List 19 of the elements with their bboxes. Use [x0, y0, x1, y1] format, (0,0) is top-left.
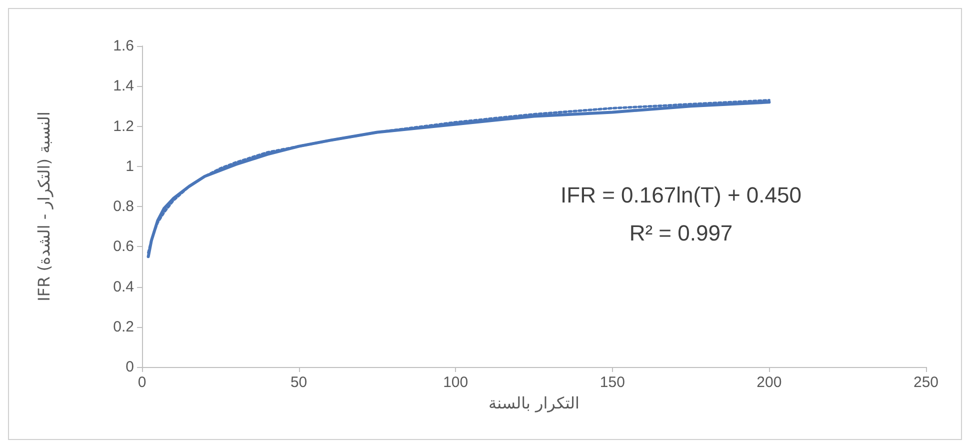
y-tick-label: 1.4 [113, 78, 134, 95]
y-tick-label: 1.2 [113, 118, 134, 135]
annotation: R² = 0.997 [629, 220, 733, 246]
x-tick-label: 250 [913, 374, 939, 391]
y-tick-label: 0.4 [113, 278, 134, 296]
x-axis-title: التكرار بالسنة [488, 393, 580, 412]
x-tick-label: 150 [600, 374, 625, 391]
y-tick-label: 0 [126, 358, 134, 376]
y-tick-label: 1 [126, 158, 134, 175]
y-tick-label: 1.6 [113, 38, 134, 54]
x-tick-label: 0 [138, 374, 146, 391]
x-tick-label: 50 [290, 374, 308, 391]
x-tick-label: 100 [443, 374, 468, 391]
y-tick-label: 0.6 [113, 238, 134, 256]
y-tick-label: 0.8 [113, 198, 134, 215]
annotation: IFR = 0.167ln(T) + 0.450 [560, 182, 802, 208]
y-tick-label: 0.2 [113, 318, 134, 336]
x-tick-label: 200 [756, 374, 782, 391]
y-axis-title: IFR (التكرار - الشدة) النسبة [34, 112, 54, 302]
